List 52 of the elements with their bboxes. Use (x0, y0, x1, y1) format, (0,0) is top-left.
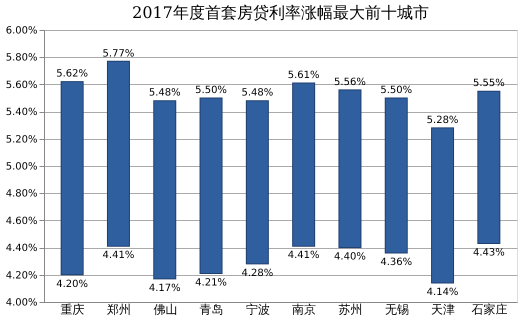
annotation: 4.20% (56, 278, 88, 290)
annotation: 5.50% (380, 85, 412, 96)
bar (60, 81, 84, 276)
x-tick-label: 宁波 (246, 302, 270, 316)
annotation: 4.41% (288, 250, 320, 262)
x-tick-label: 石家庄 (471, 302, 508, 316)
y-tick-label: 4.80% (6, 188, 38, 200)
annotation: 5.61% (288, 70, 320, 82)
annotation: 4.21% (195, 277, 227, 288)
y-tick-label: 4.40% (6, 243, 38, 254)
y-tick-label: 5.60% (6, 80, 38, 91)
y-tick-label: 6.00% (6, 26, 38, 36)
annotation: 5.50% (195, 85, 227, 96)
y-tick-label: 4.00% (6, 298, 38, 308)
x-tick-label: 郑州 (106, 302, 131, 316)
annotation: 5.48% (241, 88, 274, 99)
y-tick-label: 4.20% (6, 270, 38, 282)
annotation: 5.28% (426, 114, 458, 126)
y-tick-label: 5.20% (6, 134, 38, 146)
annotation: 4.43% (472, 248, 505, 259)
annotation: 4.40% (334, 252, 366, 263)
x-tick-label: 青岛 (200, 302, 224, 316)
annotation: 4.36% (380, 257, 412, 268)
bar (292, 82, 316, 247)
bar (431, 127, 454, 284)
bar (384, 98, 408, 254)
annotation: 4.17% (148, 282, 181, 294)
x-tick-label: 佛山 (153, 302, 178, 316)
x-tick-label: 无锡 (384, 302, 409, 316)
bar (200, 98, 223, 274)
chart-title: 2017年度首套房贷利率涨幅最大前十城市 (132, 3, 429, 22)
bar (477, 90, 500, 244)
x-tick-label: 南京 (292, 302, 316, 316)
annotation: 5.56% (334, 76, 366, 88)
y-tick-label: 5.80% (6, 52, 38, 64)
y-tick-label: 5.40% (6, 107, 38, 118)
bar (106, 60, 130, 247)
x-tick-label: 苏州 (338, 302, 362, 316)
bar (246, 100, 269, 264)
bar (338, 89, 362, 248)
annotation: 5.48% (148, 88, 181, 99)
annotation: 4.28% (241, 268, 274, 279)
annotation: 5.55% (472, 78, 505, 90)
x-tick-label: 重庆 (60, 302, 85, 316)
annotation: 5.62% (56, 68, 88, 80)
y-tick-label: 4.60% (6, 216, 38, 227)
annotation: 5.77% (102, 48, 134, 60)
x-tick-label: 天津 (431, 302, 456, 316)
annotation: 4.41% (102, 250, 134, 262)
bar (153, 100, 176, 280)
y-tick-label: 5.00% (6, 162, 38, 172)
annotation: 4.14% (426, 286, 458, 298)
